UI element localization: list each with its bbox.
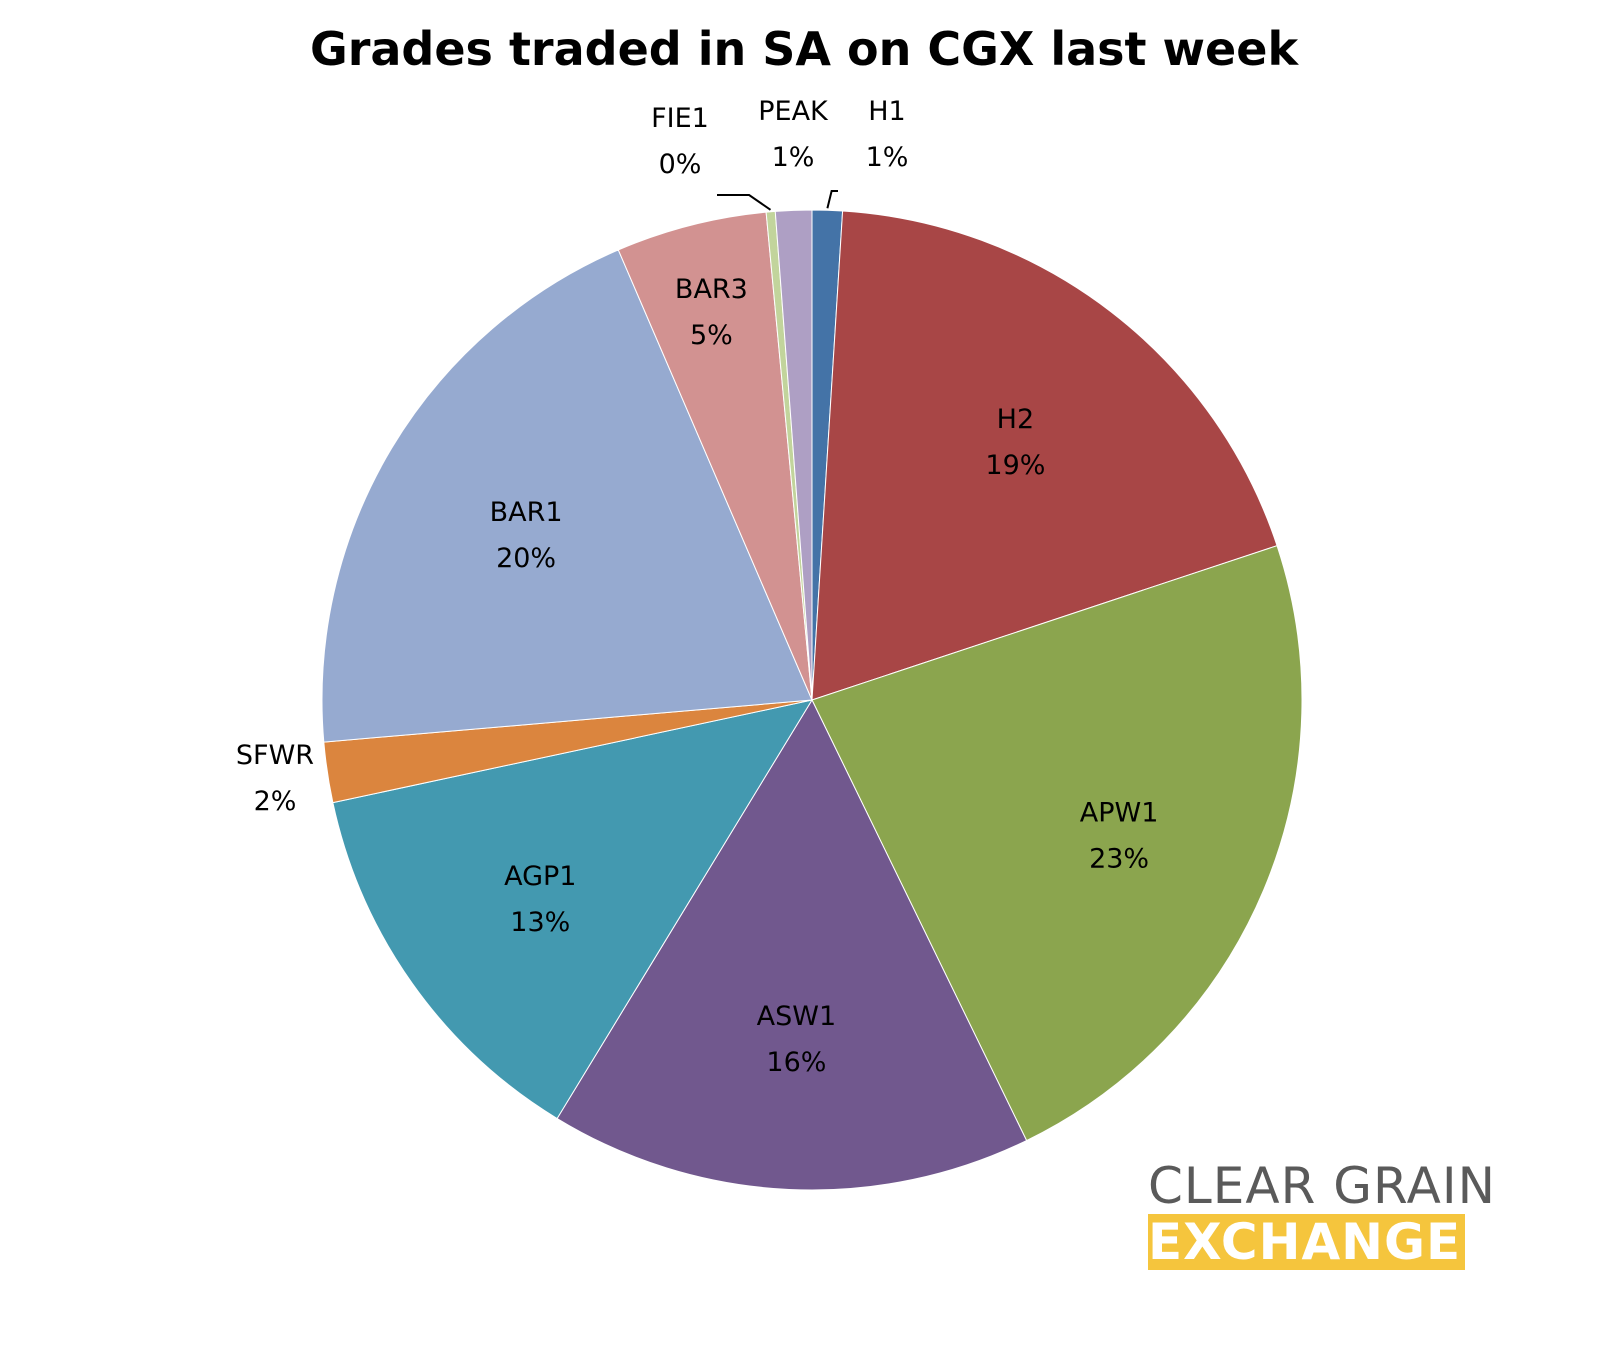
chart-title: Grades traded in SA on CGX last week — [309, 22, 1299, 76]
slice-name-h1: H1 — [868, 96, 905, 127]
pie-slice-bar3 — [617, 211, 813, 701]
slice-name-fie1: FIE1 — [651, 103, 709, 134]
clear-grain-exchange-logo: CLEAR GRAIN EXCHANGE — [1148, 1158, 1538, 1270]
slice-name-peak: PEAK — [758, 96, 829, 127]
slice-name-asw1: ASW1 — [757, 1001, 836, 1032]
slice-percent-h2: 19% — [985, 450, 1045, 481]
pie-slice-peak — [774, 209, 813, 701]
pie-slice-agp1 — [332, 699, 814, 1120]
leader-line-h1 — [826, 190, 838, 209]
slice-percent-h1: 1% — [866, 142, 909, 173]
slice-percent-bar1: 20% — [496, 543, 556, 574]
slice-percent-apw1: 23% — [1089, 843, 1149, 874]
slice-name-agp1: AGP1 — [504, 861, 576, 892]
slice-name-bar1: BAR1 — [490, 497, 563, 528]
slice-percent-bar3: 5% — [690, 320, 733, 351]
logo-line-2: EXCHANGE — [1148, 1214, 1466, 1270]
leader-line-fie1 — [717, 194, 772, 211]
slice-name-sfwr: SFWR — [236, 740, 314, 771]
pie-slice-asw1 — [556, 698, 1028, 1191]
pie-slice-bar1 — [321, 249, 813, 743]
slice-percent-asw1: 16% — [766, 1047, 826, 1078]
slice-name-bar3: BAR3 — [675, 274, 748, 305]
slice-name-apw1: APW1 — [1080, 797, 1159, 828]
pie-slice-apw1 — [811, 545, 1303, 1142]
pie-slice-h2 — [811, 210, 1278, 701]
logo-line-1: CLEAR GRAIN — [1148, 1157, 1497, 1215]
slice-percent-agp1: 13% — [510, 907, 570, 938]
slice-name-h2: H2 — [997, 404, 1034, 435]
slice-percent-fie1: 0% — [659, 149, 702, 180]
slice-percent-sfwr: 2% — [254, 786, 297, 817]
slice-percent-peak: 1% — [772, 142, 815, 173]
